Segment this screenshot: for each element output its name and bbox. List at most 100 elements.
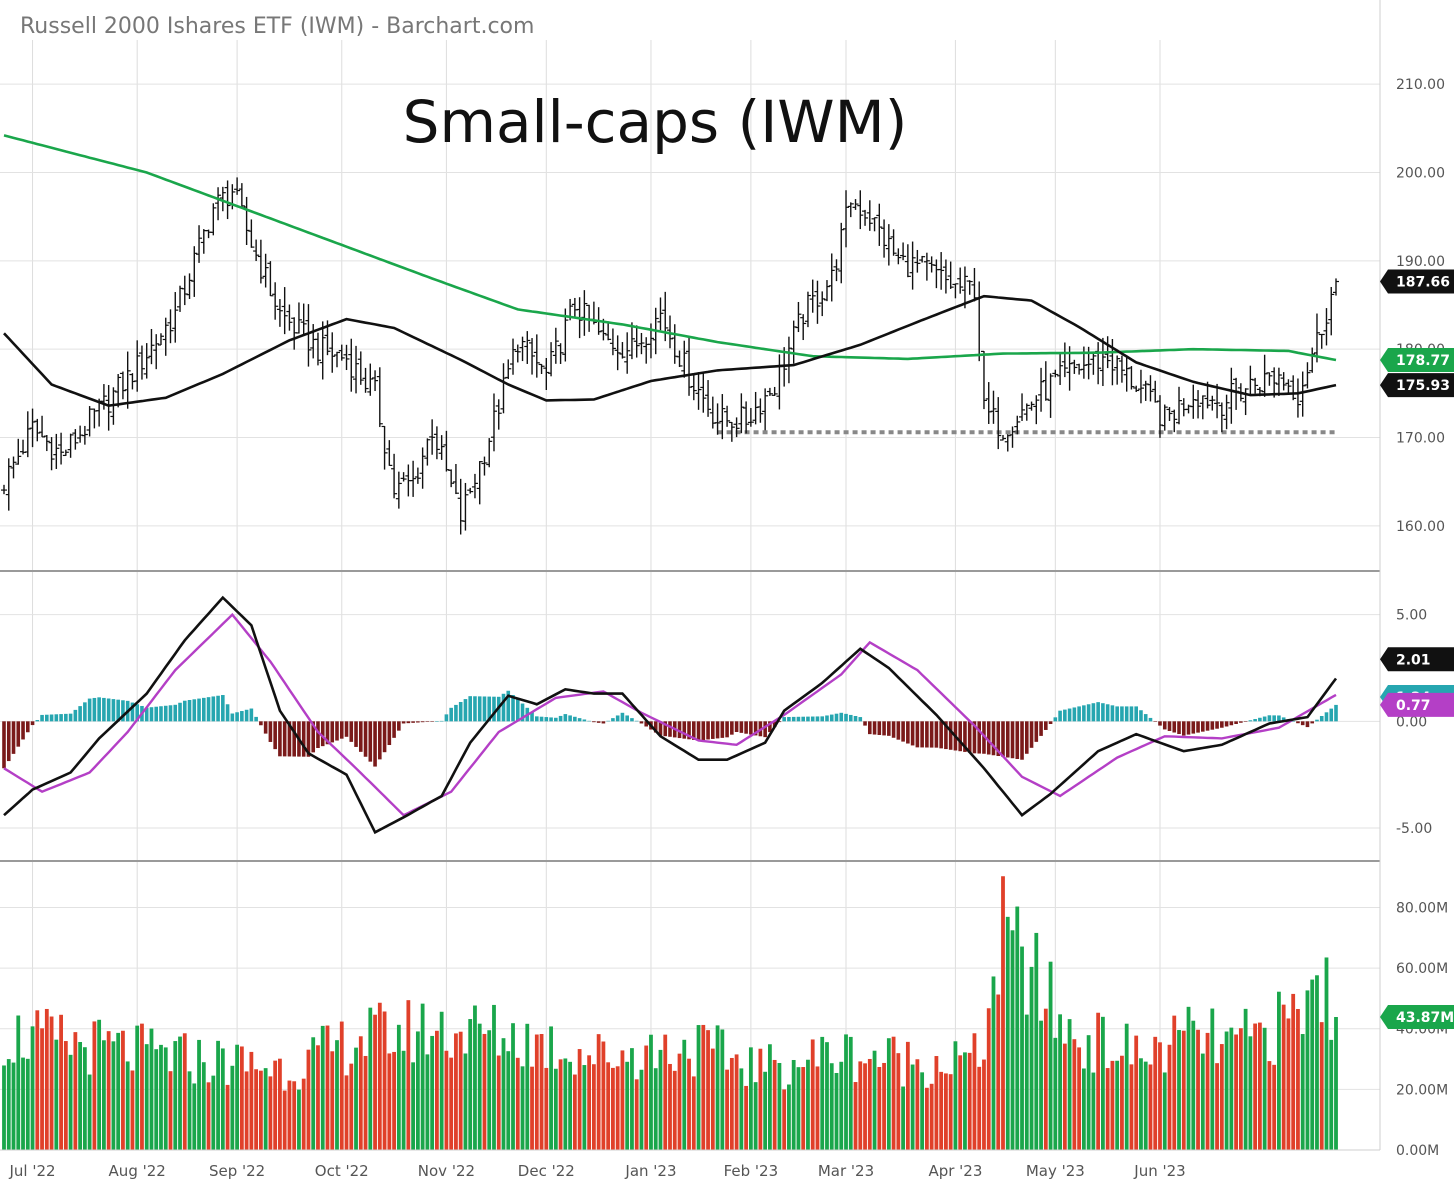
volume-bar (116, 1032, 121, 1150)
last-price-tag-bg (1380, 269, 1454, 294)
volume-bar (553, 1068, 558, 1150)
volume-bar (772, 1059, 777, 1150)
volume-bar (663, 1034, 668, 1150)
macd-histogram-bar (282, 721, 287, 757)
macd-histogram-bar (1158, 721, 1162, 726)
macd-histogram-bar (639, 721, 644, 724)
volume-bar (206, 1082, 211, 1150)
volume-bar (339, 1021, 344, 1150)
macd-histogram-bar (977, 721, 982, 754)
macd-line (3, 595, 1338, 835)
volume-bar (6, 1059, 11, 1150)
volume-bar (16, 1015, 21, 1150)
volume-bar (977, 1066, 982, 1150)
macd-histogram-bar (1167, 721, 1172, 731)
macd-histogram-bar (549, 717, 553, 722)
macd-histogram-bar (1034, 721, 1039, 742)
macd-histogram-bar (910, 721, 915, 746)
macd-histogram-bar (387, 721, 392, 746)
macd-histogram-bar (420, 721, 425, 723)
macd-histogram-bar (121, 700, 125, 722)
volume-bar (425, 1054, 430, 1150)
volume-bar (806, 1059, 810, 1150)
volume-bar (1077, 1047, 1082, 1150)
volume-bar (258, 1070, 263, 1150)
macd-histogram-bar (1315, 719, 1319, 722)
volume-bar (815, 1066, 820, 1150)
macd-histogram-bar (330, 721, 335, 743)
macd-histogram-bar (68, 713, 73, 722)
volume-bar (820, 1036, 825, 1150)
volume-bar (753, 1082, 758, 1150)
macd-histogram-bar (1234, 721, 1238, 724)
macd-histogram-bar (715, 721, 720, 739)
macd-histogram-bar (687, 721, 691, 740)
volume-bar (377, 1002, 382, 1150)
volume-bar (715, 1025, 720, 1150)
volume-bar (863, 1063, 867, 1150)
macd-histogram-bar (1001, 721, 1005, 757)
volume-bar (872, 1050, 877, 1150)
macd-histogram-bar (1020, 721, 1024, 760)
macd-histogram-bar (116, 699, 120, 722)
macd-histogram-bar (1253, 719, 1257, 722)
macd-histogram-bar (392, 721, 396, 738)
volume-bar (111, 1041, 116, 1150)
macd-histogram-bar (11, 721, 16, 754)
volume-value-tag-bg (1380, 1005, 1454, 1030)
volume-bar (373, 1014, 377, 1150)
volume-bar (263, 1068, 268, 1150)
macd-histogram-bar (349, 721, 354, 742)
volume-bar (44, 1008, 49, 1150)
y-tick-label: 170.00 (1396, 431, 1445, 447)
macd-histogram-bar (64, 713, 68, 722)
volume-bar (1210, 1008, 1215, 1150)
volume-bar (1029, 966, 1034, 1150)
volume-bar (630, 1048, 634, 1150)
macd-histogram-bar (1134, 706, 1138, 722)
volume-bar (796, 1067, 801, 1150)
y-tick-label: 80.00M (1396, 900, 1448, 916)
macd-histogram-bar (815, 716, 820, 722)
macd-histogram-bar (163, 705, 168, 722)
macd-histogram-bar (777, 721, 782, 723)
macd-histogram-bar (896, 721, 901, 740)
volume-bar (544, 1067, 549, 1150)
macd-histogram-bar (1005, 721, 1010, 758)
macd-histogram-bar (401, 721, 406, 724)
macd-histogram-bar (868, 721, 872, 735)
macd-histogram-bar (601, 721, 606, 724)
volume-bar (306, 1049, 311, 1150)
macd-histogram-bar (325, 721, 330, 745)
volume-bar (92, 1021, 97, 1150)
macd-histogram-bar (344, 721, 349, 737)
macd-histogram-bar (963, 721, 967, 752)
x-tick-label: Oct '22 (315, 1162, 369, 1180)
macd-histogram-bar (425, 721, 430, 722)
macd-histogram-bar (311, 721, 316, 753)
macd-histogram-bar (259, 721, 263, 726)
volume-bar (886, 1038, 891, 1150)
volume-bar (1319, 1022, 1324, 1150)
macd-histogram-bar (1039, 721, 1043, 736)
macd-histogram-bar (501, 693, 506, 722)
macd-histogram-bar (1072, 707, 1077, 722)
volume-bar (677, 1053, 682, 1150)
macd-histogram-bar (1196, 721, 1200, 733)
volume-bar (487, 1030, 492, 1150)
macd-histogram-bar (397, 721, 401, 731)
macd-histogram-bar (449, 707, 453, 722)
volume-bar (201, 1062, 206, 1150)
macd-histogram-bar (477, 696, 482, 722)
macd-histogram-bar (820, 716, 825, 722)
macd-histogram-bar (230, 713, 235, 722)
macd-histogram-bar (249, 708, 254, 722)
volume-bar (691, 1076, 696, 1150)
volume-bar (748, 1047, 753, 1150)
volume-bar (1043, 1008, 1048, 1150)
macd-histogram-bar (1191, 721, 1196, 734)
volume-bar (525, 1023, 530, 1150)
macd-histogram-bar (1324, 712, 1329, 722)
volume-bar (249, 1051, 254, 1150)
macd-histogram-bar (791, 716, 796, 722)
